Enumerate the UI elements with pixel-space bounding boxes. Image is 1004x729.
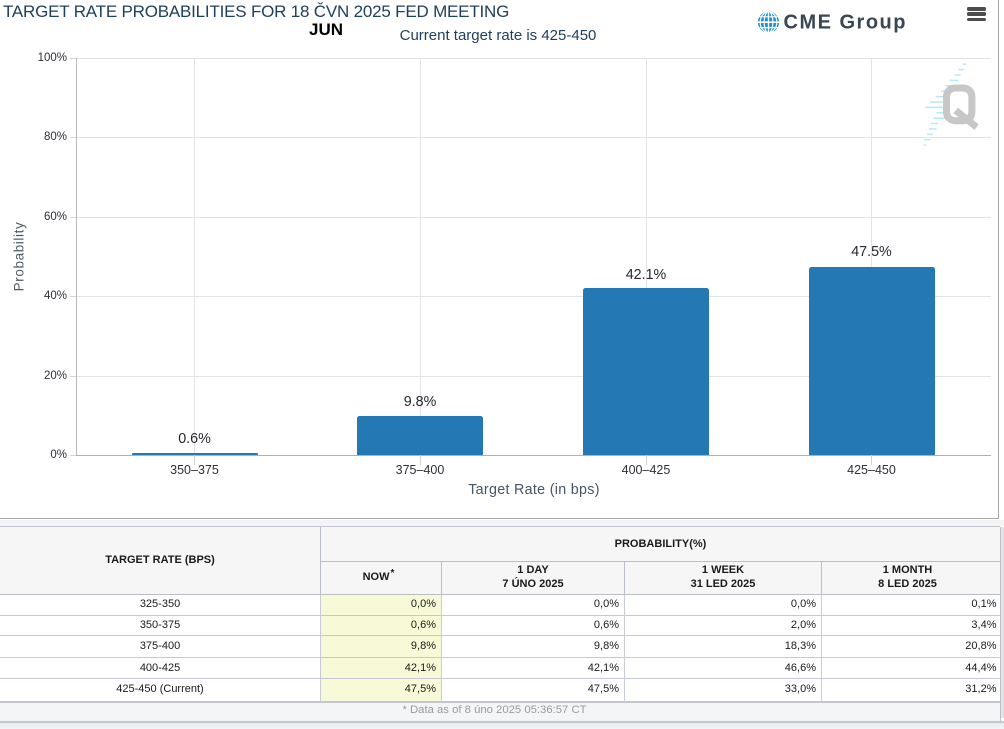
svg-text:CME Group: CME Group — [784, 11, 908, 33]
